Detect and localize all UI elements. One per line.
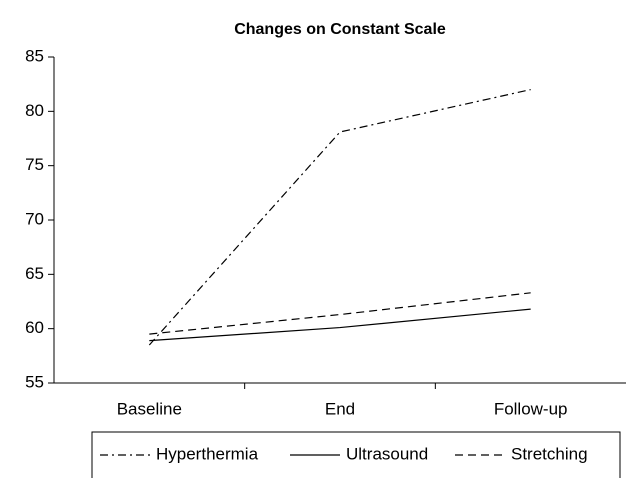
y-tick-label: 70	[25, 209, 44, 228]
x-tick-label: End	[325, 399, 355, 418]
chart-title: Changes on Constant Scale	[234, 21, 446, 38]
y-tick-label: 80	[25, 101, 44, 120]
y-tick-label: 65	[25, 264, 44, 283]
legend-label: Ultrasound	[346, 444, 428, 463]
series-line	[149, 308, 531, 342]
legend-box	[91, 431, 621, 478]
x-tick-label: Follow-up	[494, 399, 568, 418]
x-tick-label: Baseline	[117, 399, 182, 418]
legend-label: Hyperthermia	[156, 444, 259, 463]
series-line	[148, 89, 531, 346]
legend-label: Stretching	[511, 444, 588, 463]
y-tick-label: 75	[25, 155, 44, 174]
y-tick-label: 85	[25, 46, 44, 65]
y-tick-label: 55	[25, 372, 44, 391]
series-line	[149, 292, 531, 335]
y-tick-label: 60	[25, 318, 44, 337]
